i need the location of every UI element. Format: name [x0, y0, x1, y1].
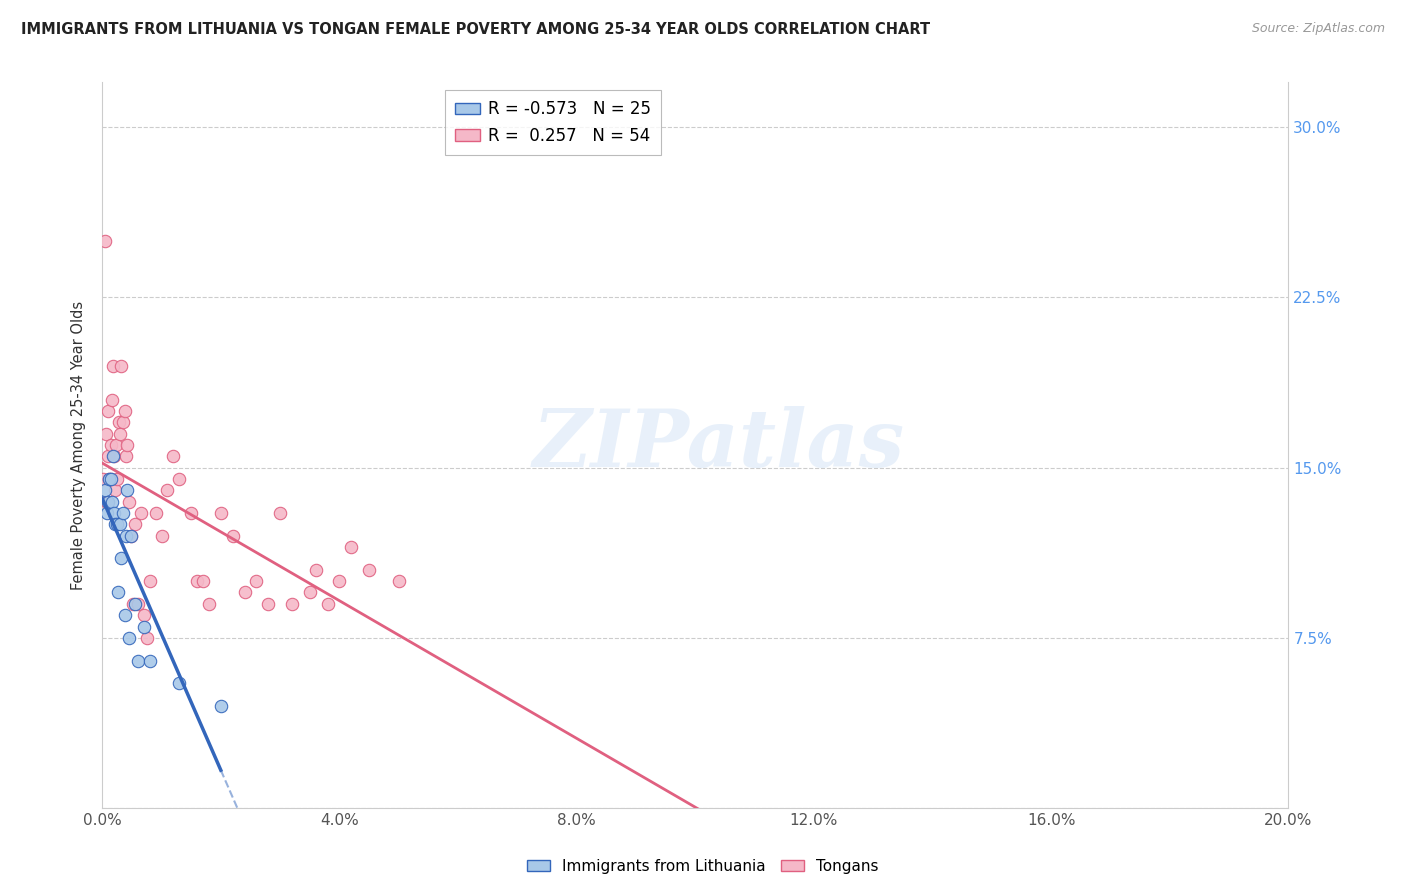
Point: [96, 494, 118, 508]
Point: [150, 529, 173, 543]
Point: [257, 597, 280, 611]
Legend: R = -0.573   N = 25, R =  0.257   N = 54: R = -0.573 N = 25, R = 0.257 N = 54: [444, 90, 661, 154]
Point: [120, 529, 142, 543]
Point: [162, 450, 184, 464]
Point: [269, 506, 291, 520]
Point: [135, 631, 157, 645]
Point: [124, 517, 146, 532]
Point: [145, 506, 167, 520]
Point: [115, 438, 138, 452]
Point: [298, 585, 321, 599]
Point: [122, 597, 145, 611]
Point: [110, 359, 132, 373]
Point: [120, 529, 142, 543]
Point: [100, 392, 122, 407]
Point: [104, 517, 127, 532]
Point: [111, 506, 134, 520]
Point: [108, 517, 131, 532]
Point: [124, 597, 146, 611]
Point: [100, 438, 122, 452]
Point: [118, 494, 141, 508]
Point: [107, 585, 129, 599]
Point: [245, 574, 267, 589]
Point: [359, 563, 381, 577]
Point: [156, 483, 179, 498]
Point: [101, 359, 124, 373]
Point: [93, 472, 115, 486]
Point: [100, 494, 122, 508]
Point: [97, 450, 120, 464]
Point: [169, 676, 191, 690]
Point: [138, 574, 160, 589]
Point: [118, 631, 141, 645]
Point: [186, 574, 208, 589]
Point: [105, 472, 128, 486]
Point: [103, 506, 125, 520]
Point: [105, 438, 128, 452]
Point: [132, 608, 155, 623]
Point: [328, 574, 350, 589]
Point: [98, 472, 121, 486]
Point: [97, 404, 120, 418]
Point: [104, 483, 127, 498]
Point: [209, 698, 232, 713]
Point: [115, 483, 138, 498]
Point: [93, 234, 115, 248]
Point: [132, 619, 155, 633]
Point: [110, 551, 132, 566]
Point: [180, 506, 202, 520]
Point: [138, 654, 160, 668]
Point: [111, 415, 134, 429]
Point: [114, 608, 136, 623]
Text: Source: ZipAtlas.com: Source: ZipAtlas.com: [1251, 22, 1385, 36]
Point: [281, 597, 304, 611]
Point: [101, 450, 124, 464]
Point: [115, 450, 138, 464]
Point: [198, 597, 221, 611]
Point: [169, 472, 191, 486]
Point: [97, 494, 120, 508]
Point: [209, 506, 232, 520]
Text: ZIPatlas: ZIPatlas: [533, 406, 905, 483]
Point: [94, 426, 117, 441]
Point: [222, 529, 245, 543]
Legend: Immigrants from Lithuania, Tongans: Immigrants from Lithuania, Tongans: [522, 853, 884, 880]
Point: [96, 506, 118, 520]
Point: [115, 529, 138, 543]
Point: [127, 654, 149, 668]
Point: [388, 574, 411, 589]
Point: [305, 563, 328, 577]
Y-axis label: Female Poverty Among 25-34 Year Olds: Female Poverty Among 25-34 Year Olds: [72, 301, 86, 590]
Point: [316, 597, 339, 611]
Point: [93, 483, 115, 498]
Text: IMMIGRANTS FROM LITHUANIA VS TONGAN FEMALE POVERTY AMONG 25-34 YEAR OLDS CORRELA: IMMIGRANTS FROM LITHUANIA VS TONGAN FEMA…: [21, 22, 931, 37]
Point: [103, 450, 125, 464]
Point: [233, 585, 256, 599]
Point: [129, 506, 152, 520]
Point: [340, 540, 363, 554]
Point: [108, 426, 131, 441]
Point: [108, 415, 131, 429]
Point: [98, 472, 121, 486]
Point: [100, 472, 122, 486]
Point: [105, 517, 128, 532]
Point: [100, 472, 122, 486]
Point: [127, 597, 149, 611]
Point: [114, 404, 136, 418]
Point: [191, 574, 214, 589]
